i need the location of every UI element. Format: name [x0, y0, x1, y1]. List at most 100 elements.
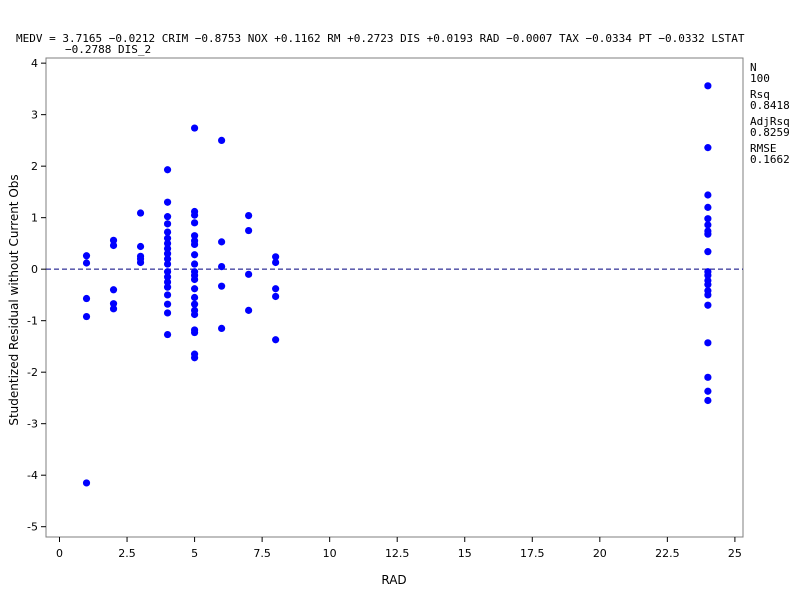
- data-point: [245, 306, 253, 314]
- data-point: [218, 282, 226, 290]
- x-tick-label: 25: [728, 547, 742, 560]
- data-point: [218, 136, 226, 145]
- data-point: [163, 250, 172, 258]
- data-point: [218, 262, 226, 271]
- stat-rmse-label: RMSE: [750, 142, 777, 155]
- data-point: [109, 241, 118, 250]
- data-point: [163, 255, 172, 263]
- data-point: [190, 300, 199, 308]
- y-tick-label: -4: [27, 469, 38, 482]
- data-point: [163, 268, 172, 276]
- y-tick-label: 2: [31, 160, 38, 173]
- data-point: [163, 228, 172, 236]
- x-tick-label: 17.5: [520, 547, 545, 560]
- fit-statistics: N 100 Rsq 0.8418 AdjRsq 0.8259 RMSE 0.16…: [750, 61, 790, 166]
- data-point: [272, 253, 280, 261]
- data-point: [704, 221, 712, 229]
- data-point: [704, 387, 712, 395]
- data-point: [109, 300, 118, 308]
- x-tick-label: 12.5: [385, 547, 410, 560]
- data-point: [82, 252, 91, 260]
- data-point: [704, 191, 712, 199]
- data-point: [163, 330, 172, 339]
- data-point: [704, 144, 712, 152]
- data-points: [82, 82, 712, 487]
- data-point: [218, 238, 226, 246]
- data-point: [109, 236, 118, 244]
- y-tick-label: 3: [31, 109, 38, 122]
- x-tick-label: 22.5: [655, 547, 680, 560]
- data-point: [163, 278, 172, 286]
- chart-title-line-2: −0.2788 DIS_2: [65, 43, 151, 56]
- y-tick-label: -5: [27, 521, 38, 534]
- y-tick-label: 4: [31, 57, 38, 70]
- x-tick-label: 20: [593, 547, 607, 560]
- data-point: [218, 324, 226, 333]
- data-point: [109, 286, 118, 294]
- data-point: [704, 373, 712, 381]
- data-point: [245, 226, 253, 235]
- data-point: [704, 339, 712, 347]
- y-axis-label: Studentized Residual without Current Obs: [7, 174, 21, 425]
- x-axis-ticks: 0 2.5 5 7.5 10 12.5 15 17.5 20 22.5 25: [56, 537, 742, 560]
- data-point: [704, 230, 712, 238]
- data-point: [163, 273, 172, 281]
- data-point: [190, 328, 199, 337]
- stat-n-label: N: [750, 61, 757, 74]
- data-point: [190, 251, 199, 259]
- data-point: [190, 211, 199, 219]
- stat-n-value: 100: [750, 72, 770, 85]
- data-point: [190, 232, 199, 240]
- data-point: [190, 293, 199, 302]
- data-point: [163, 213, 172, 221]
- data-point: [704, 248, 712, 256]
- stat-adjrsq-label: AdjRsq: [750, 115, 790, 128]
- x-tick-label: 10: [323, 547, 337, 560]
- data-point: [245, 212, 253, 220]
- data-point: [82, 479, 91, 487]
- x-tick-label: 5: [191, 547, 198, 560]
- data-point: [272, 292, 280, 301]
- data-point: [82, 259, 91, 267]
- x-axis-label: RAD: [381, 573, 406, 587]
- data-point: [704, 215, 712, 223]
- chart-title-line-1: MEDV = 3.7165 −0.0212 CRIM −0.8753 NOX +…: [16, 32, 745, 45]
- data-point: [163, 300, 172, 308]
- stat-adjrsq-value: 0.8259: [750, 126, 790, 139]
- data-point: [272, 336, 280, 344]
- data-point: [163, 166, 172, 174]
- x-tick-label: 15: [458, 547, 472, 560]
- plot-area-frame: [45, 57, 744, 538]
- stat-rsq-label: Rsq: [750, 88, 770, 101]
- data-point: [272, 285, 280, 293]
- x-tick-label: 2.5: [118, 547, 136, 560]
- data-point: [163, 198, 172, 206]
- data-point: [163, 234, 172, 242]
- data-point: [190, 240, 199, 249]
- data-point: [190, 275, 199, 284]
- data-point: [136, 258, 145, 267]
- data-point: [136, 242, 145, 251]
- data-point: [136, 209, 145, 217]
- y-axis-ticks: 4 3 2 1 0 -1 -2 -3 -4 -5: [27, 57, 46, 534]
- y-tick-label: -3: [27, 418, 38, 431]
- data-point: [704, 203, 712, 211]
- x-tick-label: 7.5: [253, 547, 271, 560]
- y-tick-label: -1: [27, 315, 38, 328]
- y-tick-label: 0: [31, 263, 38, 276]
- data-point: [704, 271, 712, 279]
- data-point: [190, 310, 199, 319]
- data-point: [704, 301, 712, 309]
- stat-rmse-value: 0.1662: [750, 153, 790, 166]
- x-tick-label: 0: [56, 547, 63, 560]
- stat-rsq-value: 0.8418: [750, 99, 790, 112]
- data-point: [163, 291, 172, 299]
- data-point: [190, 354, 199, 362]
- data-point: [163, 220, 172, 228]
- y-tick-label: 1: [31, 212, 38, 225]
- data-point: [82, 294, 91, 303]
- data-point: [704, 281, 712, 289]
- data-point: [82, 312, 91, 321]
- data-point: [190, 124, 199, 132]
